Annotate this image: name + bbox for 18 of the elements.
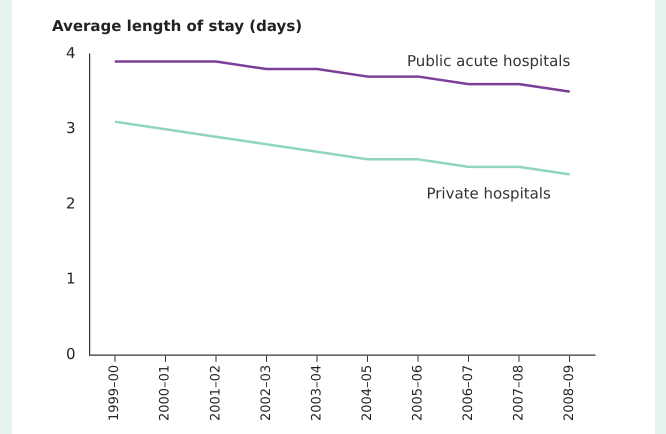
x-tick-label: 2008–09 (562, 364, 578, 422)
x-tick-label: 2003–04 (309, 364, 324, 422)
y-tick-label: 4 (66, 44, 76, 62)
x-tick-label: 2004–05 (360, 364, 375, 422)
y-tick-label: 3 (66, 119, 76, 138)
x-tick-label: 2001–02 (208, 364, 224, 422)
x-tick-label: 2002–03 (258, 364, 274, 422)
x-tick-label: 2007–08 (512, 364, 527, 422)
y-tick-label: 2 (66, 194, 76, 212)
series-label: Private hospitals (426, 184, 551, 203)
x-tick-label: 2000–01 (158, 364, 173, 422)
x-tick-label: 1999–00 (107, 364, 122, 422)
y-tick-label: 1 (66, 270, 76, 288)
y-tick-label: 0 (66, 344, 76, 363)
chart-title: Average length of stay (days) (52, 16, 302, 35)
x-tick-label: 2006–07 (461, 364, 476, 422)
series-label: Public acute hospitals (407, 52, 570, 70)
x-tick-label: 2005–06 (410, 364, 426, 422)
